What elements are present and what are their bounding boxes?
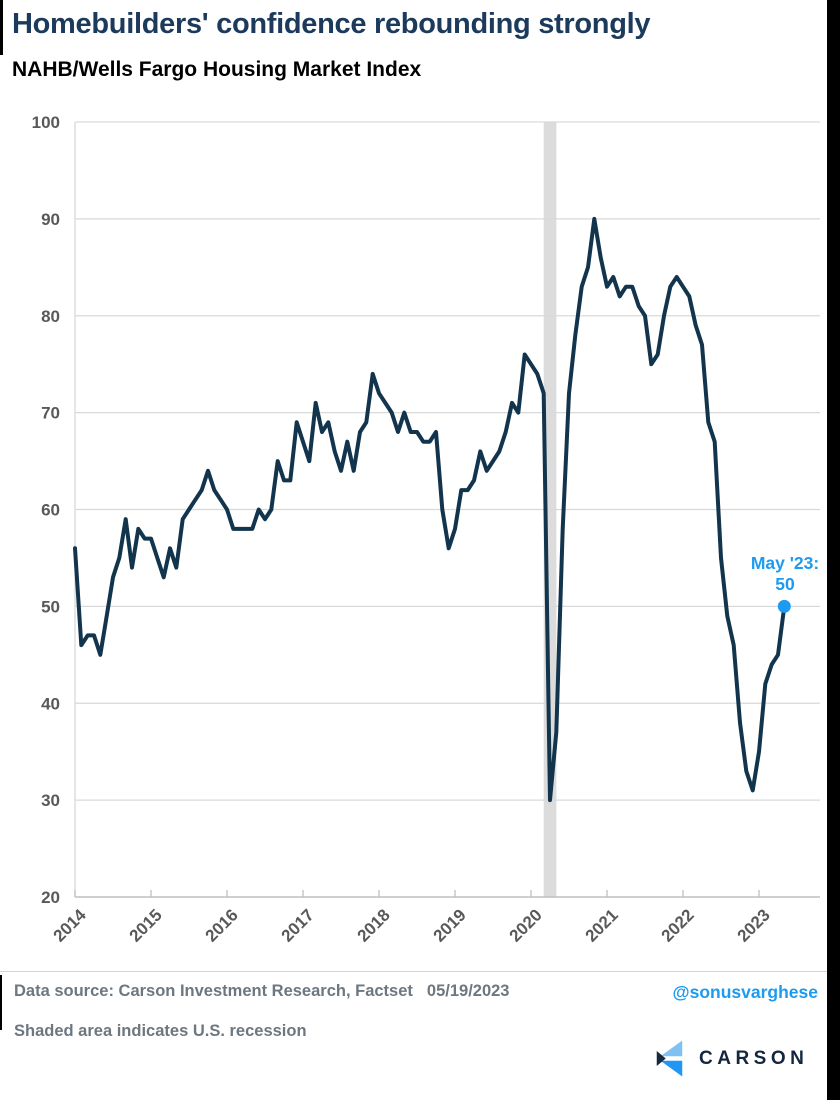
y-axis-label: 20 bbox=[41, 888, 60, 907]
y-axis-label: 90 bbox=[41, 210, 60, 229]
x-axis-label: 2014 bbox=[50, 905, 91, 946]
page-title: Homebuilders' confidence rebounding stro… bbox=[12, 8, 651, 40]
twitter-handle: @sonusvarghese bbox=[672, 982, 818, 1002]
carson-logo-text: CARSON bbox=[699, 1047, 809, 1069]
hmi-series-line bbox=[73, 216, 787, 803]
x-axis-label: 2022 bbox=[658, 905, 698, 945]
x-axis-label: 2023 bbox=[734, 905, 774, 945]
y-axis-label: 50 bbox=[41, 597, 60, 616]
x-axis-label: 2019 bbox=[430, 905, 470, 945]
y-axis-label: 100 bbox=[32, 113, 60, 132]
latest-point-marker bbox=[777, 599, 791, 613]
annotation-value: 50 bbox=[775, 574, 795, 594]
y-axis-label: 70 bbox=[41, 404, 60, 423]
x-axis-label: 2018 bbox=[354, 905, 394, 945]
chart-subtitle: NAHB/Wells Fargo Housing Market Index bbox=[12, 58, 422, 81]
y-axis-label: 40 bbox=[41, 694, 60, 713]
date-text: 05/19/2023 bbox=[426, 982, 510, 1000]
x-axis-label: 2020 bbox=[506, 905, 546, 945]
footer-left-border-segment bbox=[0, 975, 2, 1030]
x-axis-label: 2021 bbox=[582, 905, 622, 945]
left-border-segment bbox=[0, 0, 3, 55]
x-axis-label: 2015 bbox=[126, 905, 166, 945]
data-source-text: Data source: Carson Investment Research,… bbox=[14, 982, 413, 1000]
data-source-line: Data source: Carson Investment Research,… bbox=[14, 982, 510, 1001]
y-axis-label: 30 bbox=[41, 791, 60, 810]
right-black-strip bbox=[827, 0, 840, 1100]
x-axis-label: 2017 bbox=[278, 905, 318, 945]
y-axis-label: 60 bbox=[41, 501, 60, 520]
shaded-area-note: Shaded area indicates U.S. recession bbox=[14, 1022, 307, 1040]
carson-logo: CARSON bbox=[656, 1040, 808, 1077]
x-axis-label: 2016 bbox=[202, 905, 242, 945]
latest-point-annotation: May '23: 50 bbox=[732, 553, 838, 595]
footer-divider bbox=[0, 971, 827, 972]
carson-logo-icon bbox=[656, 1040, 683, 1077]
annotation-date: May '23: bbox=[750, 553, 820, 573]
y-axis-label: 80 bbox=[41, 307, 60, 326]
